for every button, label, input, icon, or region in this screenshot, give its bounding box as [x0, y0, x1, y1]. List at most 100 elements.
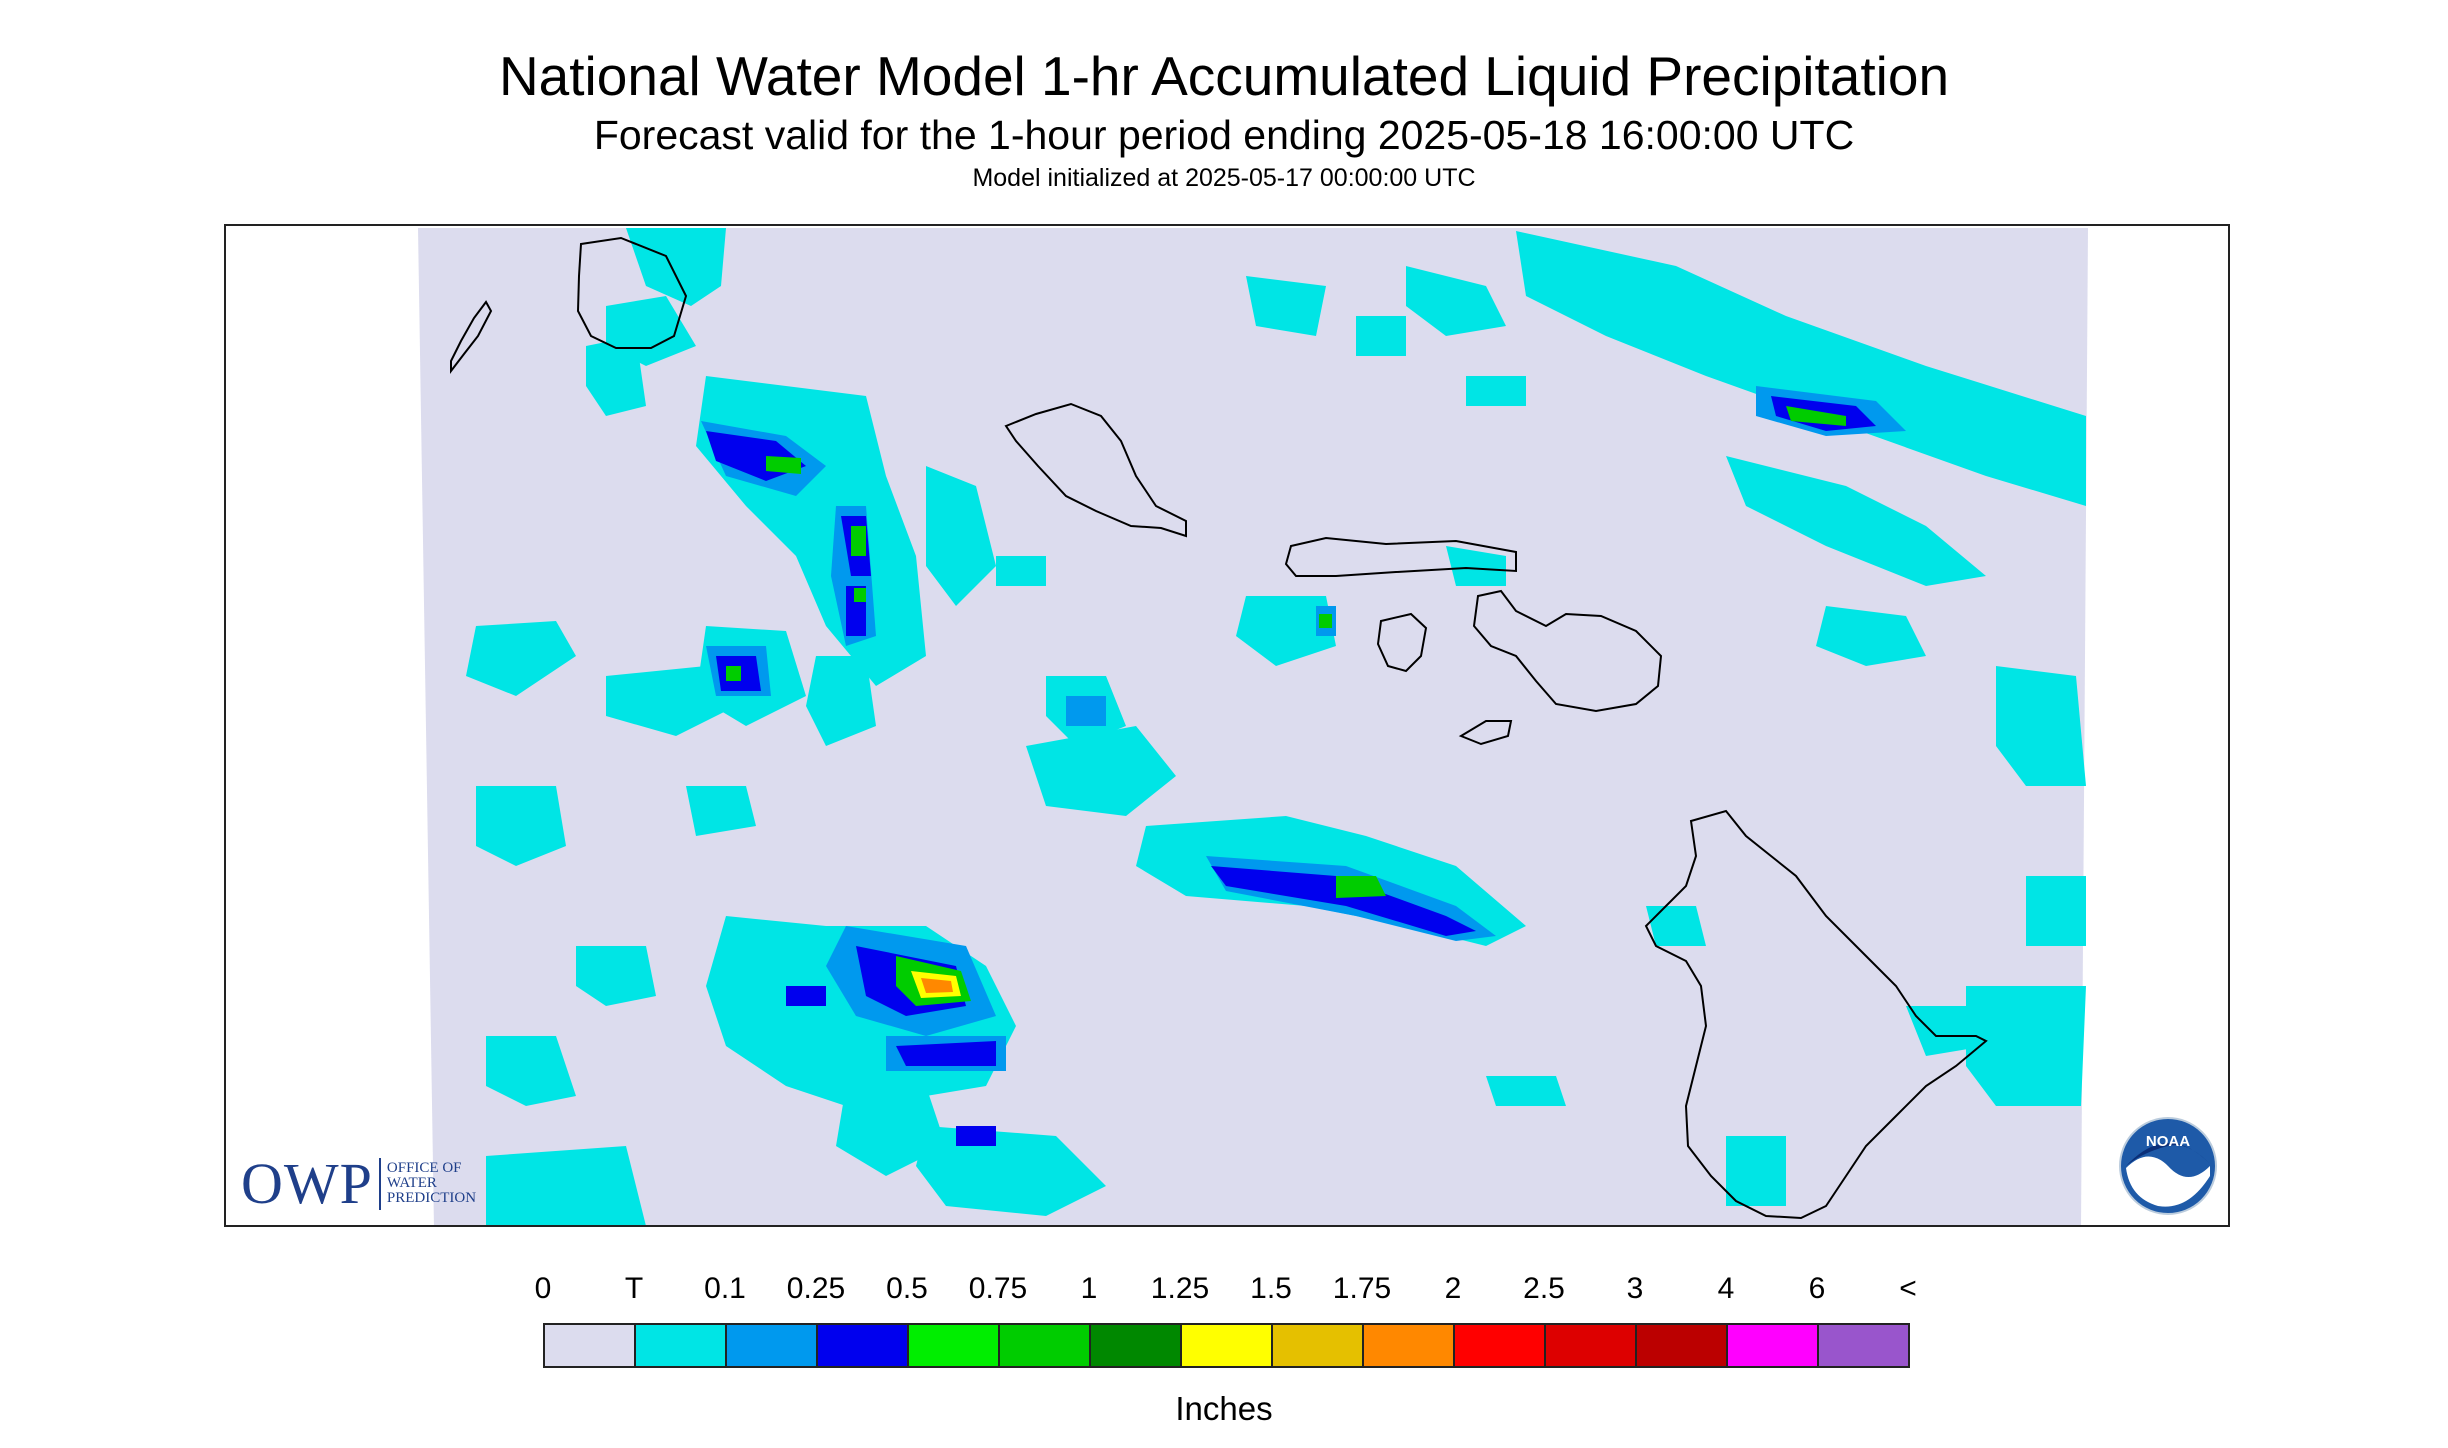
precip-area [1066, 696, 1106, 726]
precip-area [921, 978, 953, 993]
precip-area [836, 1086, 946, 1176]
legend-units: Inches [1175, 1390, 1273, 1427]
owp-line1: OFFICE OF [386, 1160, 462, 1176]
precip-area [1446, 546, 1506, 586]
precipitation-map: OWP OFFICE OF WATER PREDICTION NOAA [224, 224, 2230, 1227]
chart-title: National Water Model 1-hr Accumulated Li… [498, 45, 1950, 107]
owp-line2: WATER [386, 1175, 437, 1191]
legend-labels: 0 T 0.1 0.25 0.5 0.75 1 1.25 1.5 1.75 2 2.5 3 4 6 < [535, 1272, 1917, 1312]
legend-label: 1.5 [1250, 1272, 1292, 1305]
legend-color-box [1091, 1325, 1182, 1366]
legend-label: 2 [1444, 1272, 1462, 1305]
precip-area [466, 621, 576, 696]
noaa-logo: NOAA [2119, 1117, 2217, 1215]
precip-area [1816, 606, 1926, 666]
precip-area [1211, 866, 1476, 936]
legend-label: 0 [534, 1272, 552, 1305]
precip-area [486, 1036, 576, 1106]
legend-label: 0.25 [786, 1272, 846, 1305]
precip-area [1406, 266, 1506, 336]
legend-label: 4 [1717, 1272, 1735, 1305]
coastlines [450, 236, 1988, 1220]
island-kahoolawe [1458, 720, 1513, 746]
owp-letters: OWP [241, 1151, 373, 1216]
precip-area [586, 336, 646, 416]
precip-area [476, 786, 566, 866]
precipitation-field [466, 228, 2086, 1225]
owp-line3: PREDICTION [386, 1190, 477, 1206]
precip-area [1726, 456, 1986, 586]
map-canvas [418, 228, 2088, 1225]
legend-color-box [545, 1325, 636, 1366]
legend-color-box [1000, 1325, 1091, 1366]
island-hawaii [1644, 809, 1988, 1220]
legend-label: 0.1 [704, 1272, 746, 1305]
legend-label: 3 [1626, 1272, 1644, 1305]
legend-label: < [1899, 1272, 1917, 1305]
island-oahu [1004, 402, 1187, 538]
legend-color-box [1637, 1325, 1728, 1366]
precip-area [1466, 376, 1526, 406]
precip-area [726, 666, 741, 681]
precip-area [1246, 276, 1326, 336]
legend-color-box [818, 1325, 909, 1366]
color-legend [543, 1323, 1910, 1368]
precip-area [1356, 316, 1406, 356]
legend-color-box [1182, 1325, 1273, 1366]
model-init-line: Model initialized at 2025-05-17 00:00:00… [972, 164, 1476, 192]
legend-label: 0.5 [886, 1272, 928, 1305]
precip-area [766, 456, 801, 474]
precip-area [854, 588, 866, 602]
noaa-text: NOAA [2146, 1133, 2190, 1150]
precip-area [686, 786, 756, 836]
precip-area [486, 1146, 646, 1225]
precip-area [1586, 266, 1666, 306]
precip-area [926, 466, 996, 606]
legend-label: 0.75 [968, 1272, 1028, 1305]
owp-subtext: OFFICE OF WATER PREDICTION [387, 1161, 476, 1206]
precip-area [1026, 726, 1176, 816]
legend-color-box [727, 1325, 818, 1366]
island-niihau [450, 300, 493, 374]
precip-area [996, 556, 1046, 586]
island-kauai [576, 236, 688, 349]
precip-area [786, 986, 826, 1006]
legend-label: 1 [1080, 1272, 1098, 1305]
precip-area [1236, 596, 1336, 666]
precip-area [2026, 876, 2086, 946]
precip-area [1726, 1136, 1786, 1206]
owp-logo: OWP OFFICE OF WATER PREDICTION [241, 1151, 476, 1216]
precip-area [576, 946, 656, 1006]
legend-color-box [1364, 1325, 1455, 1366]
legend-color-box [1455, 1325, 1546, 1366]
legend-color-box [636, 1325, 727, 1366]
legend-label: 6 [1808, 1272, 1826, 1305]
precip-area [1786, 406, 1846, 426]
precip-area [806, 656, 876, 746]
precip-area [896, 1041, 996, 1066]
precip-area [1966, 986, 2086, 1106]
legend-label: T [624, 1272, 644, 1305]
legend-color-box [1546, 1325, 1637, 1366]
legend-color-box [909, 1325, 1000, 1366]
precip-area [1319, 614, 1332, 628]
island-lanai [1376, 612, 1428, 673]
legend-color-box [1273, 1325, 1364, 1366]
legend-label: 2.5 [1523, 1272, 1565, 1305]
island-maui [1472, 589, 1663, 713]
precip-area [956, 1126, 996, 1146]
precip-area [916, 1126, 1106, 1216]
precip-area [1996, 666, 2086, 786]
chart-subtitle: Forecast valid for the 1-hour period end… [593, 112, 1855, 158]
legend-label: 1.75 [1332, 1272, 1392, 1305]
legend-color-box [1728, 1325, 1819, 1366]
precip-area [1486, 1076, 1566, 1106]
owp-separator [378, 1157, 381, 1210]
legend-label: 1.25 [1150, 1272, 1210, 1305]
precip-area [1336, 876, 1386, 898]
precip-area [851, 526, 866, 556]
legend-color-box [1819, 1325, 1908, 1366]
precip-area [626, 228, 726, 306]
precip-area [1646, 906, 1706, 946]
island-molokai [1284, 536, 1517, 577]
